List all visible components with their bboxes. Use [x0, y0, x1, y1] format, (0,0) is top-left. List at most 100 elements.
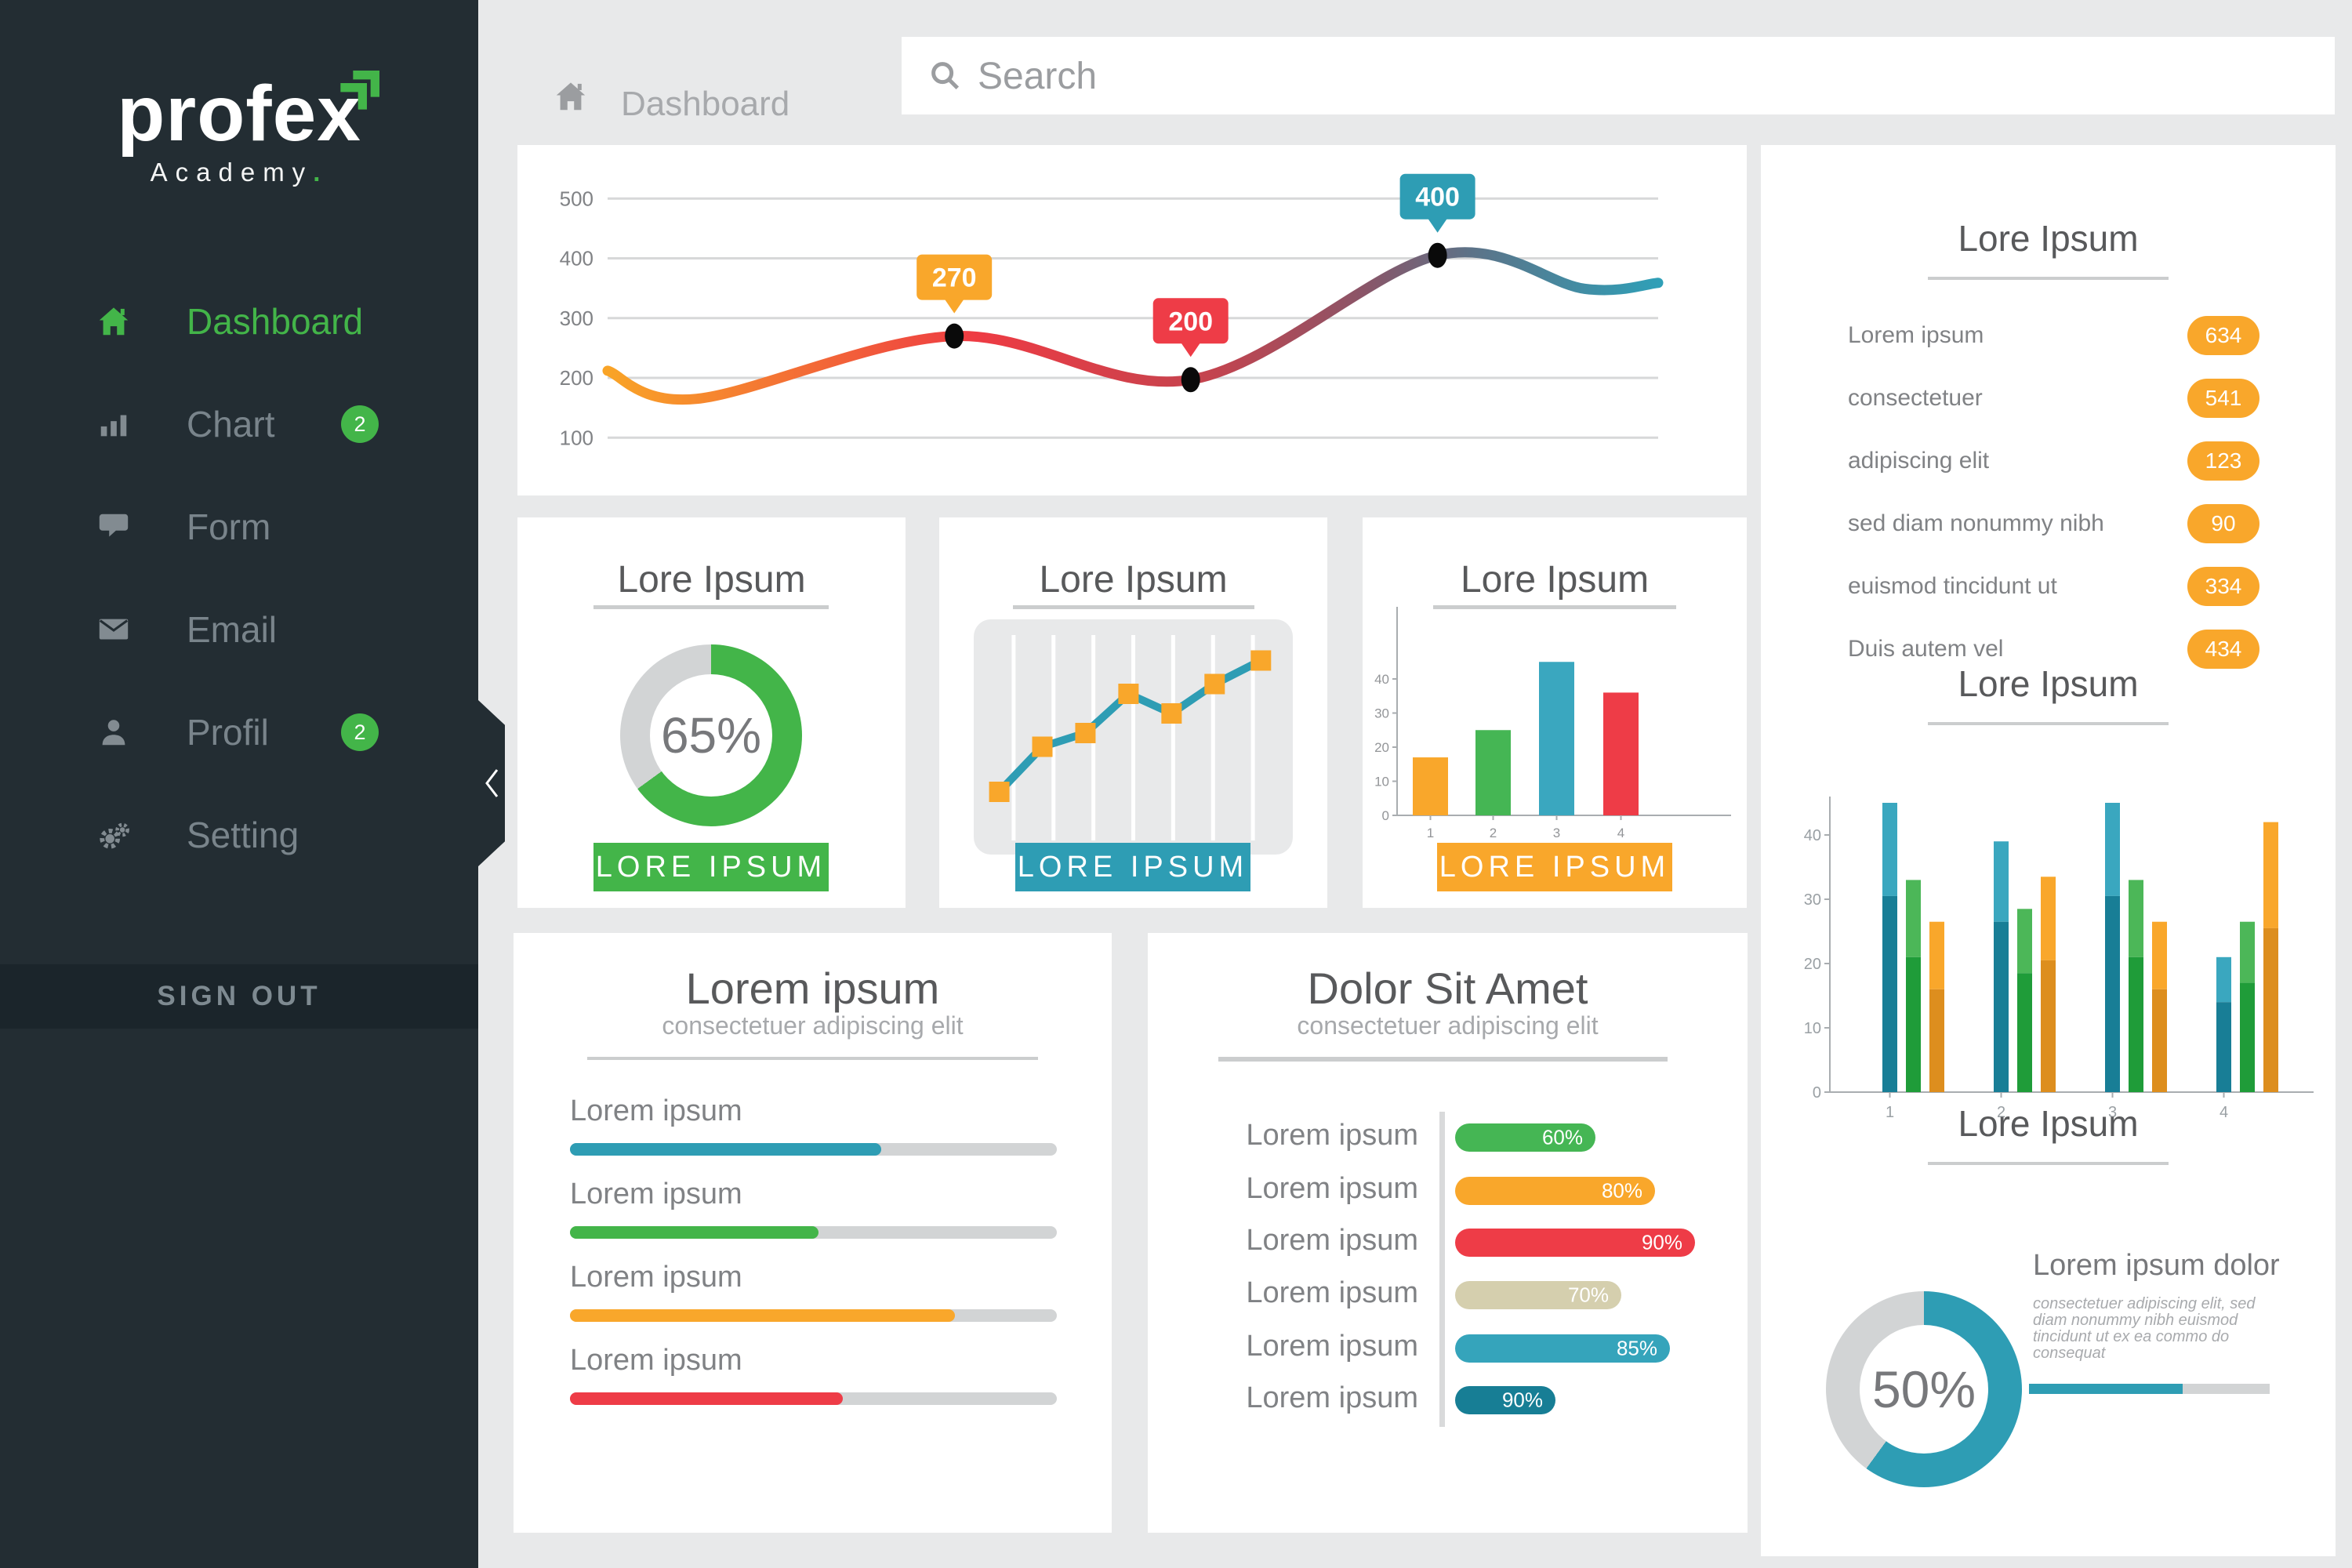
- hbar-value: 60%: [1541, 1125, 1583, 1149]
- progress-fill: [570, 1392, 843, 1405]
- progress-label: Lorem ipsum: [570, 1178, 742, 1210]
- svg-text:3: 3: [2108, 1104, 2117, 1121]
- sign-out-button[interactable]: SIGN OUT: [0, 964, 478, 1029]
- section-title: Lore Ipsum: [1958, 1103, 2139, 1144]
- donut-center-label: 65%: [650, 674, 772, 797]
- svg-text:10: 10: [1804, 1020, 1821, 1037]
- progress-track: [570, 1226, 1057, 1239]
- hbar: 85%: [1455, 1334, 1670, 1363]
- breadcrumb-home-icon[interactable]: [553, 78, 589, 114]
- sidebar-collapse-tab[interactable]: [478, 700, 505, 866]
- donut-chart-65: 65%: [620, 644, 802, 826]
- brand-logo: profex Academy.: [0, 74, 478, 187]
- sidebar-item-dashboard[interactable]: Dashboard: [0, 278, 478, 365]
- divider: [587, 1057, 1038, 1060]
- progress-track: [570, 1143, 1057, 1156]
- svg-text:300: 300: [560, 307, 593, 330]
- hbar-label: Lorem ipsum: [1246, 1276, 1418, 1309]
- title-underline: [1928, 722, 2169, 725]
- hbar-value: 70%: [1567, 1283, 1609, 1307]
- stat-badge: 541: [2187, 379, 2259, 418]
- card-subtitle: consectetuer adipiscing elit: [1297, 1011, 1599, 1040]
- breadcrumb[interactable]: Dashboard: [621, 85, 790, 123]
- svg-text:1: 1: [1886, 1104, 1894, 1121]
- title-underline: [1928, 277, 2169, 280]
- progress-track: [570, 1309, 1057, 1322]
- stat-label: Lorem ipsum: [1848, 322, 1984, 348]
- stat-label: euismod tincidunt ut: [1848, 573, 2057, 599]
- title-underline: [593, 605, 829, 609]
- hbar-label: Lorem ipsum: [1246, 1119, 1418, 1152]
- mini-bar-chart: 0 10 20 30 40 1 2 3 4: [1374, 607, 1731, 840]
- search-box: [902, 37, 2335, 116]
- card-subtitle: consectetuer adipiscing elit: [662, 1011, 964, 1040]
- svg-text:400: 400: [1415, 183, 1460, 212]
- mini-bars-card: Lore Ipsum 0 10 20 30 40 1 2 3 4 LORE IPSUM: [1363, 517, 1747, 908]
- notification-badge: 2: [341, 405, 379, 443]
- svg-text:3: 3: [1553, 826, 1560, 840]
- aside-progress-fill: [2029, 1384, 2183, 1394]
- sidebar-item-label: Form: [187, 506, 271, 547]
- hbar-value: 85%: [1616, 1336, 1657, 1360]
- svg-text:40: 40: [1374, 672, 1389, 687]
- aside-progress-track: [2029, 1384, 2270, 1394]
- hbar: 90%: [1455, 1386, 1555, 1414]
- grouped-bar-chart: 0 10 20 30 40 1 2 3 4: [1804, 797, 2314, 1121]
- progress-fill: [570, 1226, 818, 1239]
- title-underline: [1928, 1162, 2169, 1165]
- svg-text:2: 2: [1490, 826, 1497, 840]
- lore-ipsum-button-green[interactable]: LORE IPSUM: [593, 843, 829, 891]
- hbar: 80%: [1455, 1177, 1655, 1205]
- svg-text:20: 20: [1804, 956, 1821, 973]
- sidebar-item-label: Email: [187, 609, 278, 650]
- donut-65-card: Lore Ipsum 65% LORE IPSUM: [517, 517, 906, 908]
- sidebar-item-chart[interactable]: Chart 2: [0, 381, 478, 467]
- svg-text:200: 200: [560, 366, 593, 390]
- stat-badge: 634: [2187, 316, 2259, 355]
- sidebar-item-setting[interactable]: Setting: [0, 792, 478, 878]
- svg-text:1: 1: [1427, 826, 1434, 840]
- progress-card: Lorem ipsum consectetuer adipiscing elit…: [514, 933, 1112, 1533]
- card-title: Lorem ipsum: [685, 964, 940, 1013]
- lore-ipsum-button-teal[interactable]: LORE IPSUM: [1015, 843, 1250, 891]
- user-icon: [96, 714, 132, 750]
- stat-label: sed diam nonummy nibh: [1848, 510, 2104, 536]
- sidebar-item-email[interactable]: Email: [0, 586, 478, 673]
- svg-text:20: 20: [1374, 740, 1389, 755]
- svg-text:200: 200: [1168, 307, 1213, 336]
- section-title: Lore Ipsum: [1958, 663, 2139, 704]
- sidebar-item-label: Profil: [187, 712, 269, 753]
- progress-fill: [570, 1143, 882, 1156]
- progress-track: [570, 1392, 1057, 1405]
- svg-text:500: 500: [560, 187, 593, 210]
- stat-badge: 90: [2187, 504, 2259, 543]
- chevron-left-icon: [485, 769, 499, 797]
- svg-text:270: 270: [932, 263, 977, 293]
- svg-text:10: 10: [1374, 775, 1389, 789]
- search-input[interactable]: [976, 37, 2312, 116]
- right-panel: Lore Ipsum Lorem ipsum 634 consectetuer 541…: [1761, 145, 2336, 1556]
- svg-text:2: 2: [1997, 1104, 2005, 1121]
- stat-badge: 334: [2187, 567, 2259, 606]
- sidebar-item-label: Setting: [187, 815, 299, 855]
- brand-name: profex: [117, 70, 361, 158]
- sidebar-item-form[interactable]: Form: [0, 484, 478, 570]
- overview-spline-chart: 500 400 300 200 100 270 200 400: [560, 173, 1664, 449]
- mini-line-chart: [989, 635, 1272, 840]
- sidebar-item-profil[interactable]: Profil 2: [0, 689, 478, 775]
- hbar-value: 90%: [1641, 1230, 1682, 1254]
- hbar-value: 80%: [1601, 1178, 1642, 1203]
- card-title: Dolor Sit Amet: [1307, 964, 1588, 1013]
- progress-label: Lorem ipsum: [570, 1094, 742, 1127]
- bar-chart-icon: [96, 406, 132, 442]
- lore-ipsum-button-orange[interactable]: LORE IPSUM: [1437, 843, 1672, 891]
- card-title: Lore Ipsum: [1039, 559, 1228, 601]
- mail-icon: [96, 612, 132, 648]
- svg-text:0: 0: [1382, 808, 1389, 823]
- stat-badge: 434: [2187, 630, 2259, 669]
- sidebar-item-label: Chart: [187, 404, 275, 445]
- mini-line-panel: [974, 619, 1293, 855]
- hbar-value: 90%: [1501, 1388, 1543, 1412]
- donut-chart-50: 50%: [1826, 1291, 2022, 1487]
- progress-label: Lorem ipsum: [570, 1261, 742, 1294]
